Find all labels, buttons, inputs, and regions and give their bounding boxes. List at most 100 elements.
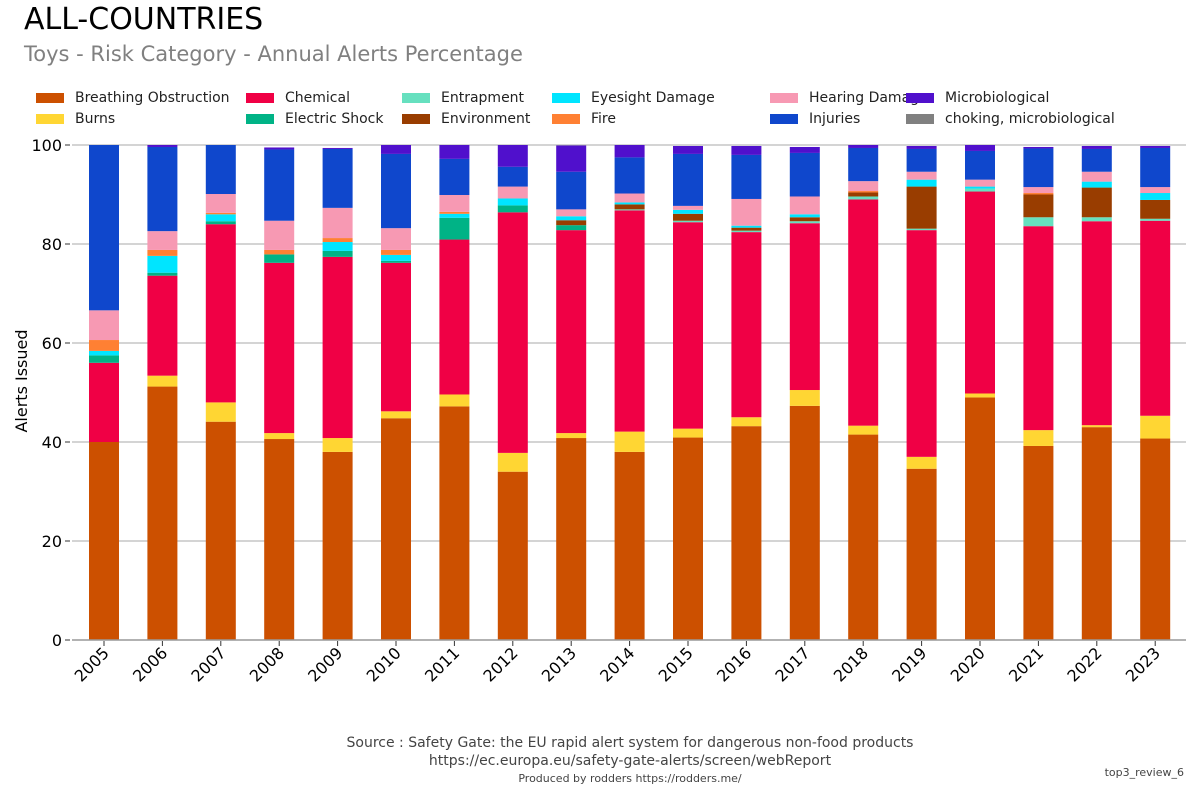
bar-segment[interactable] bbox=[1023, 193, 1054, 195]
bar-segment[interactable] bbox=[322, 256, 353, 439]
bar-segment[interactable] bbox=[614, 210, 645, 432]
bar-segment[interactable] bbox=[381, 260, 411, 263]
bar-segment[interactable] bbox=[264, 147, 295, 150]
bar-segment[interactable] bbox=[614, 145, 645, 158]
source-url[interactable]: https://ec.europa.eu/safety-gate-alerts/… bbox=[428, 753, 832, 769]
bar-segment[interactable] bbox=[1023, 187, 1054, 194]
bar-segment[interactable] bbox=[381, 228, 411, 250]
bar-segment[interactable] bbox=[1023, 217, 1054, 227]
bar-segment[interactable] bbox=[731, 145, 762, 155]
bar-segment[interactable] bbox=[1140, 415, 1171, 439]
bar-segment[interactable] bbox=[906, 186, 937, 229]
bar-segment[interactable] bbox=[205, 402, 236, 422]
bar-segment[interactable] bbox=[1081, 425, 1112, 428]
bar-segment[interactable] bbox=[1081, 148, 1112, 172]
bar-segment[interactable] bbox=[205, 194, 236, 213]
bar-segment[interactable] bbox=[89, 145, 119, 311]
bar-segment[interactable] bbox=[439, 145, 470, 159]
bar-segment[interactable] bbox=[497, 212, 528, 453]
bar-segment[interactable] bbox=[731, 198, 762, 226]
bar-segment[interactable] bbox=[731, 154, 762, 199]
legend-item[interactable]: Injuries bbox=[770, 109, 860, 129]
bar-segment[interactable] bbox=[1023, 445, 1054, 640]
bar-segment[interactable] bbox=[497, 145, 528, 167]
bar-segment[interactable] bbox=[205, 421, 236, 640]
bar-segment[interactable] bbox=[556, 225, 587, 231]
bar-segment[interactable] bbox=[205, 221, 236, 225]
bar-segment[interactable] bbox=[264, 439, 295, 640]
bar-segment[interactable] bbox=[89, 350, 119, 356]
bar-segment[interactable] bbox=[848, 196, 879, 200]
bar-segment[interactable] bbox=[556, 438, 587, 640]
bar-segment[interactable] bbox=[789, 196, 820, 215]
bar-segment[interactable] bbox=[1023, 430, 1054, 446]
bar-segment[interactable] bbox=[89, 310, 119, 341]
bar-segment[interactable] bbox=[322, 250, 353, 257]
bar-segment[interactable] bbox=[965, 393, 995, 398]
bar-segment[interactable] bbox=[673, 153, 703, 206]
bar-segment[interactable] bbox=[439, 213, 470, 218]
bar-segment[interactable] bbox=[1081, 217, 1112, 222]
bar-segment[interactable] bbox=[556, 171, 587, 210]
bar-segment[interactable] bbox=[906, 468, 937, 640]
bar-segment[interactable] bbox=[147, 145, 178, 147]
bar-segment[interactable] bbox=[965, 179, 995, 187]
bar-segment[interactable] bbox=[1140, 145, 1171, 148]
bar-segment[interactable] bbox=[381, 411, 411, 419]
bar-segment[interactable] bbox=[322, 438, 353, 452]
legend-item[interactable]: Breathing Obstruction bbox=[36, 88, 230, 108]
bar-segment[interactable] bbox=[614, 204, 645, 210]
bar-segment[interactable] bbox=[673, 222, 703, 429]
bar-segment[interactable] bbox=[1081, 427, 1112, 640]
bar-segment[interactable] bbox=[439, 217, 470, 240]
legend-item[interactable]: Microbiological bbox=[906, 88, 1049, 108]
bar-segment[interactable] bbox=[147, 249, 178, 256]
bar-segment[interactable] bbox=[614, 431, 645, 452]
bar-segment[interactable] bbox=[264, 249, 295, 255]
bar-segment[interactable] bbox=[848, 425, 879, 435]
bar-segment[interactable] bbox=[673, 205, 703, 210]
bar-segment[interactable] bbox=[89, 442, 119, 640]
bar-segment[interactable] bbox=[1140, 218, 1171, 221]
bar-segment[interactable] bbox=[381, 262, 411, 412]
bar-segment[interactable] bbox=[381, 153, 411, 229]
bar-segment[interactable] bbox=[381, 254, 411, 261]
bar-segment[interactable] bbox=[1023, 146, 1054, 149]
bar-segment[interactable] bbox=[205, 212, 236, 215]
bar-segment[interactable] bbox=[673, 220, 703, 223]
bar-segment[interactable] bbox=[1081, 187, 1112, 218]
bar-segment[interactable] bbox=[789, 223, 820, 391]
legend-item[interactable]: Burns bbox=[36, 109, 115, 129]
bar-segment[interactable] bbox=[322, 147, 353, 149]
bar-segment[interactable] bbox=[322, 148, 353, 208]
bar-segment[interactable] bbox=[1140, 220, 1171, 416]
bar-segment[interactable] bbox=[789, 146, 820, 153]
bar-segment[interactable] bbox=[439, 211, 470, 214]
bar-segment[interactable] bbox=[789, 152, 820, 197]
bar-segment[interactable] bbox=[848, 181, 879, 192]
bar-segment[interactable] bbox=[322, 238, 353, 243]
bar-segment[interactable] bbox=[497, 166, 528, 187]
bar-segment[interactable] bbox=[789, 405, 820, 640]
bar-segment[interactable] bbox=[731, 230, 762, 233]
bar-segment[interactable] bbox=[1023, 148, 1054, 188]
bar-segment[interactable] bbox=[789, 217, 820, 222]
bar-segment[interactable] bbox=[556, 220, 587, 226]
bar-segment[interactable] bbox=[965, 191, 995, 394]
bar-segment[interactable] bbox=[439, 239, 470, 395]
legend-item[interactable]: Chemical bbox=[246, 88, 350, 108]
bar-segment[interactable] bbox=[906, 171, 937, 180]
bar-segment[interactable] bbox=[89, 355, 119, 363]
bar-segment[interactable] bbox=[556, 209, 587, 217]
bar-segment[interactable] bbox=[322, 242, 353, 251]
bar-segment[interactable] bbox=[906, 456, 937, 469]
bar-segment[interactable] bbox=[789, 390, 820, 406]
bar-segment[interactable] bbox=[848, 147, 879, 182]
bar-segment[interactable] bbox=[731, 426, 762, 640]
bar-segment[interactable] bbox=[264, 220, 295, 250]
bar-segment[interactable] bbox=[381, 145, 411, 154]
bar-segment[interactable] bbox=[147, 146, 178, 232]
bar-segment[interactable] bbox=[497, 452, 528, 472]
bar-segment[interactable] bbox=[497, 471, 528, 640]
bar-segment[interactable] bbox=[89, 362, 119, 442]
